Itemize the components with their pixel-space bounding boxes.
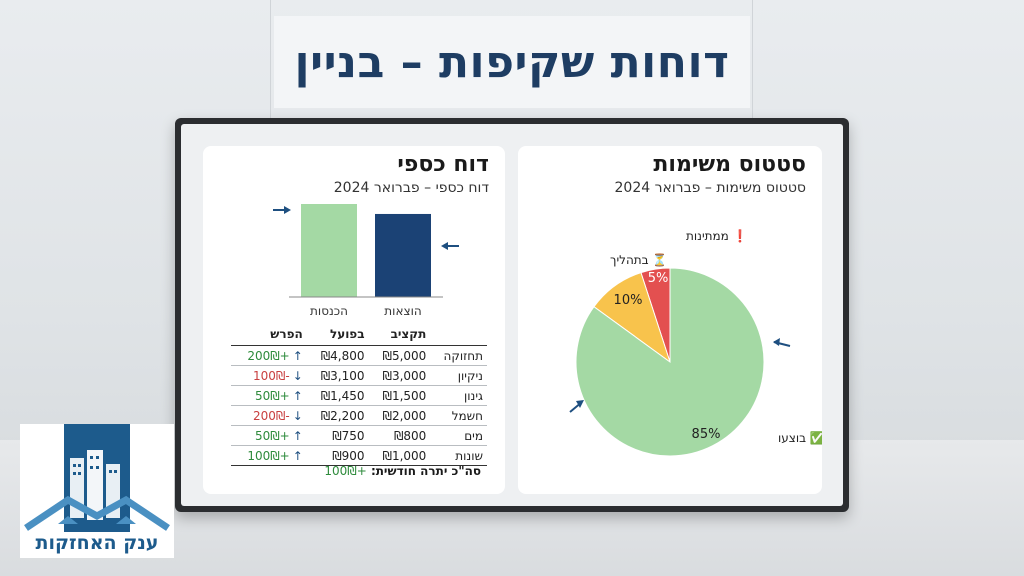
pie-slice — [575, 267, 765, 457]
cell-category: שונות — [430, 445, 487, 466]
cell-budget: ₪5,000 — [368, 345, 431, 366]
arrow-down-icon: ↓ — [292, 408, 303, 423]
cell-actual: ₪1,450 — [306, 385, 369, 406]
table-row: חשמל ₪2,000 ₪2,200 ↓-200₪ — [231, 405, 487, 426]
arrow-up-icon: ↑ — [292, 448, 303, 463]
tasks-status-card: סטטוס משימות סטטוס משימות – פברואר 2024 … — [518, 146, 822, 494]
budget-table: תקציב בפועל הפרש תחזוקה ₪5,000 ₪4,800 ↑+200… — [231, 324, 487, 466]
header-budget: תקציב — [368, 324, 431, 346]
diff-value: -200₪ — [253, 408, 290, 423]
diff-value: +50₪ — [254, 428, 290, 443]
bar — [375, 213, 431, 297]
cell-budget: ₪1,000 — [368, 445, 431, 466]
pie-slice-label: ❗ ממתינות — [686, 229, 748, 243]
pie-slice-label: ✅ בוצעו — [778, 431, 822, 445]
monthly-balance: סה"כ יתרה חודשית: +100₪ — [324, 464, 481, 478]
diff-value: -100₪ — [253, 368, 290, 383]
cell-budget: ₪3,000 — [368, 365, 431, 386]
bar — [301, 204, 357, 297]
pie-value-label: 5% — [648, 271, 669, 286]
cell-diff: ↓-200₪ — [231, 405, 307, 426]
cell-category: חשמל — [430, 405, 487, 426]
cell-category: גינון — [430, 385, 487, 406]
table-header-row: תקציב בפועל הפרש — [231, 324, 487, 346]
pointer-arrow-head-icon — [441, 242, 448, 250]
cell-category: ניקיון — [430, 365, 487, 386]
cell-diff: ↑+100₪ — [231, 445, 307, 466]
diff-value: +200₪ — [247, 348, 290, 363]
monthly-balance-label: סה"כ יתרה חודשית: — [370, 464, 481, 478]
cell-actual: ₪900 — [306, 445, 369, 466]
cell-actual: ₪3,100 — [306, 365, 369, 386]
cell-actual: ₪4,800 — [306, 345, 369, 366]
task-status-pie-chart: 85% 10% 5% ❗ ממתינות ⏳ בתהליך ✅ בוצעו — [569, 229, 822, 457]
cell-diff: ↓-100₪ — [231, 365, 307, 386]
cell-budget: ₪800 — [368, 425, 431, 446]
bar-category-label: הוצאות — [384, 304, 421, 318]
cell-actual: ₪750 — [306, 425, 369, 446]
cell-diff: ↑+200₪ — [231, 345, 307, 366]
pie-value-label: 10% — [614, 293, 643, 308]
cell-category: מים — [430, 425, 487, 446]
arrow-up-icon: ↑ — [292, 348, 303, 363]
header-category — [430, 324, 487, 346]
monitor: סטטוס משימות סטטוס משימות – פברואר 2024 … — [175, 118, 849, 512]
arrow-up-icon: ↑ — [292, 388, 303, 403]
bar-category-label: הכנסות — [310, 304, 348, 318]
finance-card-title: דוח כספי — [397, 152, 489, 177]
table-row: גינון ₪1,500 ₪1,450 ↑+50₪ — [231, 385, 487, 406]
cell-budget: ₪1,500 — [368, 385, 431, 406]
tasks-card-title: סטטוס משימות — [653, 152, 806, 177]
income-expense-bar-chart: הכנסות הוצאות — [273, 204, 459, 318]
pointer-arrow-head-icon — [773, 338, 780, 346]
pie-slice-label: ⏳ בתהליך — [610, 253, 667, 267]
logo-text: ענק האחזקות — [35, 532, 159, 554]
diff-value: +50₪ — [254, 388, 290, 403]
table-row: מים ₪800 ₪750 ↑+50₪ — [231, 425, 487, 446]
pointer-arrow-head-icon — [576, 400, 584, 408]
pointer-arrow-head-icon — [284, 206, 291, 214]
cell-actual: ₪2,200 — [306, 405, 369, 426]
table-row: תחזוקה ₪5,000 ₪4,800 ↑+200₪ — [231, 345, 487, 366]
pie-value-label: 85% — [692, 427, 721, 442]
screen: סטטוס משימות סטטוס משימות – פברואר 2024 … — [181, 124, 843, 506]
table-row: שונות ₪1,000 ₪900 ↑+100₪ — [231, 445, 487, 466]
cell-diff: ↑+50₪ — [231, 385, 307, 406]
company-logo: ענק האחזקות — [20, 424, 174, 558]
diff-value: +100₪ — [247, 448, 290, 463]
arrow-up-icon: ↑ — [292, 428, 303, 443]
cell-budget: ₪2,000 — [368, 405, 431, 426]
header-diff: הפרש — [231, 324, 307, 346]
header-actual: בפועל — [306, 324, 369, 346]
cell-category: תחזוקה — [430, 345, 487, 366]
page-title-box: דוחות שקיפות – בניין — [274, 16, 750, 108]
buildings-logo-icon — [24, 424, 170, 532]
arrow-down-icon: ↓ — [292, 368, 303, 383]
finance-card-subtitle: דוח כספי – פברואר 2024 — [333, 180, 489, 196]
tasks-card-subtitle: סטטוס משימות – פברואר 2024 — [614, 180, 806, 196]
cell-diff: ↑+50₪ — [231, 425, 307, 446]
monthly-balance-value: +100₪ — [324, 464, 367, 478]
table-row: ניקיון ₪3,000 ₪3,100 ↓-100₪ — [231, 365, 487, 386]
finance-report-card: דוח כספי דוח כספי – פברואר 2024 הכנסות הו… — [203, 146, 505, 494]
page-title: דוחות שקיפות – בניין — [294, 36, 730, 88]
